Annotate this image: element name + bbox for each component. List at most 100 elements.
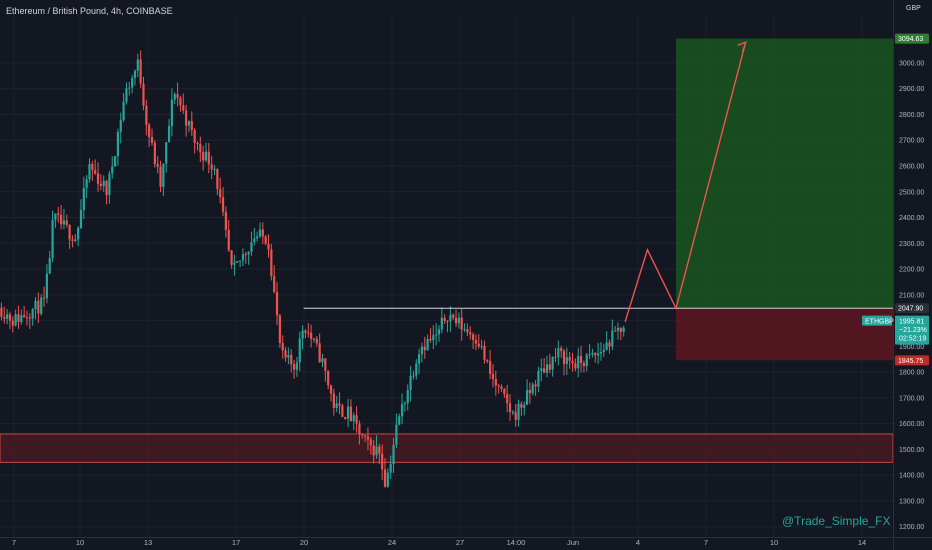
x-axis: 7 10 13 17 20 24 27 14:00 Jun 4 7 10 14 — [0, 537, 932, 547]
y-tick-label: 2300.00 — [899, 241, 924, 248]
candle-body — [321, 358, 324, 363]
y-tick-label: 1900.00 — [899, 344, 924, 351]
candle-body — [602, 349, 605, 352]
candle-body — [6, 314, 9, 319]
candle-body — [62, 220, 66, 225]
candle-body — [99, 183, 102, 186]
candle-body — [165, 142, 168, 164]
candle-body — [477, 343, 480, 347]
candle-body — [45, 273, 48, 299]
candle-body — [531, 384, 534, 394]
candle-body — [355, 415, 358, 424]
candle-body — [304, 330, 307, 333]
y-tick-label: 2500.00 — [899, 189, 924, 196]
candle-body — [256, 236, 259, 239]
candle-body — [449, 314, 452, 322]
candle-body — [48, 258, 51, 274]
candle-body — [111, 166, 114, 174]
candle-body — [216, 169, 219, 190]
candle-body — [270, 249, 273, 277]
candle-body — [537, 370, 540, 387]
candle-body — [508, 403, 512, 413]
author-watermark: @Trade_Simple_FX — [782, 514, 891, 528]
candle-body — [3, 316, 6, 319]
candle-body — [483, 345, 486, 360]
candle-body — [145, 105, 148, 125]
candle-body — [386, 472, 389, 487]
candle-body — [364, 435, 367, 437]
candle-body — [489, 361, 492, 374]
candle-body — [426, 338, 429, 351]
candle-body — [437, 329, 441, 335]
candle-body — [23, 315, 26, 318]
candle-body — [54, 213, 57, 221]
candle-body — [560, 348, 563, 351]
candle-body — [207, 151, 210, 165]
candle-body — [131, 78, 134, 88]
stop-loss-zone — [676, 308, 893, 361]
candle-body — [327, 370, 330, 386]
candle-body — [179, 97, 182, 106]
candle-body — [142, 83, 145, 106]
candle-body — [125, 88, 128, 102]
candle-body — [150, 137, 154, 143]
candle-body — [514, 411, 517, 420]
candle-body — [85, 179, 88, 189]
candle-body — [34, 300, 37, 310]
candle-body — [162, 163, 165, 187]
candle-body — [187, 121, 191, 126]
candle-body — [585, 354, 588, 366]
candle-body — [400, 404, 404, 417]
candle-body — [460, 317, 463, 330]
candle-body — [463, 329, 466, 331]
x-tick-label: 14 — [858, 538, 866, 547]
y-tick-label: 2700.00 — [899, 138, 924, 145]
candle-body — [534, 384, 537, 387]
x-tick-label: 7 — [704, 538, 708, 547]
candle-body — [176, 94, 179, 98]
candle-body — [298, 338, 301, 363]
candle-body — [102, 180, 105, 186]
candle-body — [139, 59, 142, 84]
candle-body — [119, 120, 122, 132]
candle-body — [491, 373, 495, 380]
candle-body — [193, 130, 196, 143]
candle-body — [432, 335, 435, 341]
candle-body — [290, 354, 293, 365]
y-tick-label: 1600.00 — [899, 421, 924, 428]
candle-body — [338, 403, 341, 406]
candle-body — [312, 338, 316, 340]
candle-body — [378, 446, 381, 454]
candle-body — [616, 327, 620, 331]
candle-body — [196, 142, 199, 145]
x-tick-label: 4 — [636, 538, 640, 547]
candle-body — [497, 385, 500, 387]
x-tick-label: 24 — [388, 538, 396, 547]
last-countdown: 02:52:19 — [899, 336, 926, 343]
candle-body — [446, 320, 449, 322]
candle-body — [591, 352, 594, 355]
candle-body — [51, 220, 54, 259]
candle-body — [59, 214, 63, 225]
candle-body — [284, 350, 287, 358]
candle-body — [136, 59, 139, 71]
candle-body — [275, 292, 279, 316]
candle-body — [383, 469, 387, 487]
x-tick-label: Jun — [567, 538, 579, 547]
symbol-badge: ETHGBP — [865, 318, 894, 325]
candle-body — [568, 357, 571, 361]
symbol-badge-bg — [862, 315, 892, 326]
candle-body — [244, 254, 247, 256]
candle-body — [611, 330, 614, 347]
candle-body — [619, 327, 622, 332]
candle-body — [310, 332, 313, 339]
candle-body — [14, 314, 17, 326]
candle-body — [204, 151, 208, 161]
candle-body — [335, 403, 338, 408]
candle-body — [68, 224, 71, 240]
candle-body — [264, 236, 267, 244]
candle-body — [389, 464, 392, 473]
candle-body — [224, 211, 227, 230]
candle-body — [332, 393, 335, 408]
